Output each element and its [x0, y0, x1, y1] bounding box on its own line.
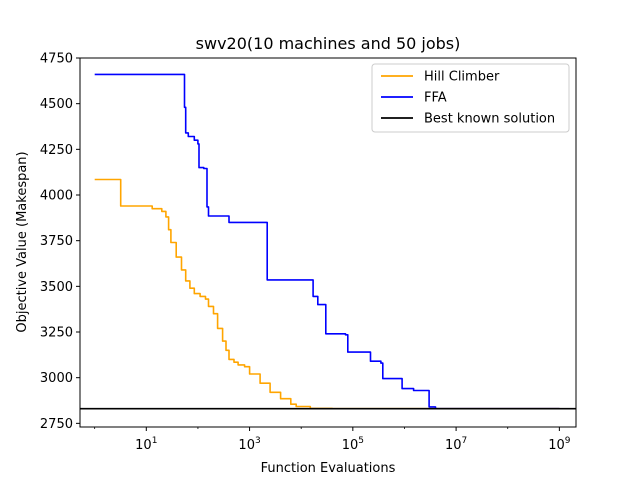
- y-tick-label: 3000: [40, 371, 73, 386]
- x-axis-label: Function Evaluations: [261, 461, 396, 476]
- y-tick-label: 3750: [40, 234, 73, 249]
- y-tick-label: 3250: [40, 326, 73, 341]
- hill-climber-line: [94, 178, 560, 410]
- y-tick-label: 4250: [40, 143, 73, 158]
- plot-lines: [80, 73, 576, 410]
- x-axis-ticks: 101 103 105 107 109: [94, 427, 571, 453]
- plot-frame: [79, 57, 577, 428]
- legend-label: Hill Climber: [424, 70, 500, 85]
- x-tick-label: 109: [548, 436, 571, 453]
- y-tick-label: 4750: [40, 52, 73, 67]
- y-tick-label: 2750: [40, 417, 73, 432]
- x-tick-label: 107: [445, 436, 467, 453]
- legend-label: Best known solution: [424, 112, 555, 127]
- chart-title: swv20(10 machines and 50 jobs): [196, 34, 461, 53]
- y-axis-ticks: 2750 3000 3250 3500 3750 4000 4250 4500 4750: [40, 52, 80, 432]
- x-tick-label: 105: [342, 436, 364, 453]
- ffa-line: [94, 73, 561, 410]
- y-tick-label: 3500: [40, 280, 73, 295]
- y-tick-label: 4500: [40, 97, 73, 112]
- legend-box: [371, 63, 570, 133]
- legend-label: FFA: [424, 91, 447, 106]
- legend: Hill Climber FFA Best known solution: [371, 63, 570, 133]
- y-tick-label: 4000: [40, 189, 73, 204]
- y-axis-label: Objective Value (Makespan): [15, 151, 30, 332]
- x-tick-label: 103: [238, 436, 260, 453]
- x-tick-label: 101: [135, 436, 157, 453]
